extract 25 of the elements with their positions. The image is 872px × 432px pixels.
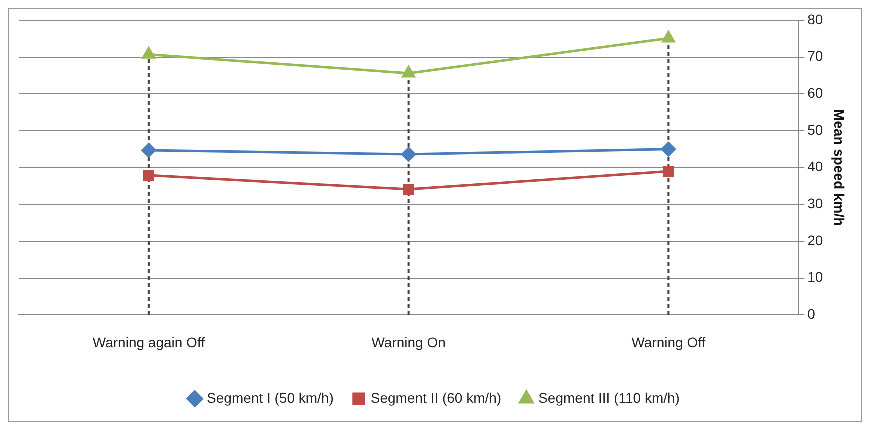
x-tick-label: Warning again Off <box>92 334 206 350</box>
legend-label: Segment III (110 km/h) <box>538 390 680 406</box>
point <box>402 66 416 78</box>
point <box>402 147 416 162</box>
x-tick-label: Warning Off <box>632 334 706 350</box>
y-tick-label: 80 <box>808 11 824 28</box>
x-tick-label: Warning On <box>372 334 446 350</box>
point <box>403 184 414 196</box>
point <box>143 170 154 182</box>
legend-label: Segment I (50 km/h) <box>207 390 334 406</box>
y-tick-label: 60 <box>808 84 824 101</box>
y-tick-label: 30 <box>808 196 824 212</box>
point <box>663 166 674 177</box>
y-axis-title: Mean speed km/h <box>832 109 848 226</box>
y-tick-label: 50 <box>808 122 824 138</box>
y-tick-label: 70 <box>808 48 824 64</box>
y-tick-label: 0 <box>808 306 816 322</box>
point <box>662 31 676 43</box>
y-tick-label: 20 <box>808 232 824 248</box>
legend-label: Segment II (60 km/h) <box>370 390 502 406</box>
point <box>142 47 156 59</box>
y-tick-label: 10 <box>808 269 824 286</box>
y-tick-label: 40 <box>808 158 824 175</box>
point <box>661 142 676 157</box>
point <box>142 143 156 158</box>
